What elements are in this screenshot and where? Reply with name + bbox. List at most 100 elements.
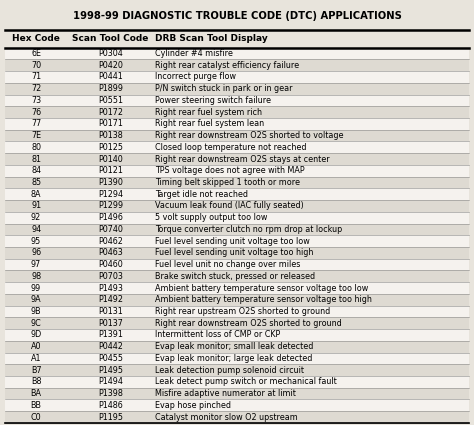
Text: 96: 96 <box>31 248 41 257</box>
Text: P1299: P1299 <box>98 201 123 210</box>
Text: P0460: P0460 <box>98 260 123 269</box>
Text: P0140: P0140 <box>98 155 123 164</box>
Text: Misfire adaptive numerator at limit: Misfire adaptive numerator at limit <box>155 389 296 398</box>
Text: Ambient battery temperature sensor voltage too high: Ambient battery temperature sensor volta… <box>155 295 372 304</box>
Bar <box>5 130 469 142</box>
Text: Target idle not reached: Target idle not reached <box>155 190 248 199</box>
Text: Closed loop temperature not reached: Closed loop temperature not reached <box>155 143 307 152</box>
Text: TPS voltage does not agree with MAP: TPS voltage does not agree with MAP <box>155 166 305 175</box>
Bar <box>5 60 469 71</box>
Text: P1493: P1493 <box>98 283 123 292</box>
Text: Fuel level sending unit voltage too low: Fuel level sending unit voltage too low <box>155 237 310 246</box>
Bar <box>5 376 469 388</box>
Bar <box>5 142 469 153</box>
Text: P1494: P1494 <box>98 377 123 386</box>
Text: Right rear downstream O2S shorted to ground: Right rear downstream O2S shorted to gro… <box>155 319 342 328</box>
Text: Power steering switch failure: Power steering switch failure <box>155 96 271 105</box>
Bar <box>5 212 469 224</box>
Text: P1391: P1391 <box>98 330 123 340</box>
Text: Incorrect purge flow: Incorrect purge flow <box>155 72 236 82</box>
Bar <box>5 247 469 259</box>
Text: 99: 99 <box>31 283 41 292</box>
Text: 72: 72 <box>31 84 41 93</box>
Text: Timing belt skipped 1 tooth or more: Timing belt skipped 1 tooth or more <box>155 178 301 187</box>
Text: Catalyst monitor slow O2 upstream: Catalyst monitor slow O2 upstream <box>155 413 298 422</box>
Text: Fuel level sending unit voltage too high: Fuel level sending unit voltage too high <box>155 248 314 257</box>
Bar <box>5 364 469 376</box>
Text: C0: C0 <box>31 413 41 422</box>
Bar <box>5 341 469 352</box>
Text: P0131: P0131 <box>98 307 123 316</box>
Text: P0137: P0137 <box>98 319 123 328</box>
Text: P0138: P0138 <box>98 131 123 140</box>
Text: A0: A0 <box>31 342 41 351</box>
Bar <box>5 165 469 177</box>
Bar <box>5 282 469 294</box>
Text: 7E: 7E <box>31 131 41 140</box>
Text: 94: 94 <box>31 225 41 234</box>
Text: Intermittent loss of CMP or CKP: Intermittent loss of CMP or CKP <box>155 330 281 340</box>
Bar <box>5 259 469 270</box>
Text: B8: B8 <box>31 377 41 386</box>
Text: 9C: 9C <box>31 319 41 328</box>
Text: P0172: P0172 <box>98 108 123 116</box>
Text: 77: 77 <box>31 119 41 128</box>
Text: Right rear catalyst efficiency failure: Right rear catalyst efficiency failure <box>155 61 300 70</box>
Text: 95: 95 <box>31 237 41 246</box>
Text: 76: 76 <box>31 108 41 116</box>
Text: P0740: P0740 <box>98 225 123 234</box>
Bar <box>5 94 469 106</box>
Bar <box>5 71 469 83</box>
Text: Fuel level unit no change over miles: Fuel level unit no change over miles <box>155 260 301 269</box>
Text: P1195: P1195 <box>98 413 123 422</box>
Text: Hex Code: Hex Code <box>12 34 60 43</box>
Bar <box>5 270 469 282</box>
Bar <box>5 411 469 423</box>
Text: Evap leak monitor; large leak detected: Evap leak monitor; large leak detected <box>155 354 313 363</box>
Bar <box>5 106 469 118</box>
Text: P1899: P1899 <box>98 84 123 93</box>
Text: P0121: P0121 <box>98 166 123 175</box>
Bar <box>5 388 469 400</box>
Text: 98: 98 <box>31 272 41 281</box>
Bar <box>5 48 469 60</box>
Bar <box>5 224 469 235</box>
Text: P0442: P0442 <box>98 342 123 351</box>
Bar <box>5 118 469 130</box>
Text: 81: 81 <box>31 155 41 164</box>
Text: 71: 71 <box>31 72 41 82</box>
Text: 9B: 9B <box>31 307 41 316</box>
Text: P/N switch stuck in park or in gear: P/N switch stuck in park or in gear <box>155 84 293 93</box>
Text: Right rear downstream O2S shorted to voltage: Right rear downstream O2S shorted to vol… <box>155 131 344 140</box>
Bar <box>5 83 469 94</box>
Text: 91: 91 <box>31 201 41 210</box>
Bar <box>5 329 469 341</box>
Bar <box>5 188 469 200</box>
Text: P0441: P0441 <box>98 72 123 82</box>
Bar <box>5 235 469 247</box>
Text: Right rear upstream O2S shorted to ground: Right rear upstream O2S shorted to groun… <box>155 307 330 316</box>
Text: P1398: P1398 <box>98 389 123 398</box>
Text: Right rear fuel system rich: Right rear fuel system rich <box>155 108 262 116</box>
Text: Leak detection pump solenoid circuit: Leak detection pump solenoid circuit <box>155 366 304 374</box>
Bar <box>5 153 469 165</box>
Text: 9D: 9D <box>30 330 42 340</box>
Text: 73: 73 <box>31 96 41 105</box>
Text: 5 volt supply output too low: 5 volt supply output too low <box>155 213 268 222</box>
Text: P1492: P1492 <box>98 295 123 304</box>
Text: P0304: P0304 <box>98 49 123 58</box>
Text: Ambient battery temperature sensor voltage too low: Ambient battery temperature sensor volta… <box>155 283 368 292</box>
Text: 1998-99 DIAGNOSTIC TROUBLE CODE (DTC) APPLICATIONS: 1998-99 DIAGNOSTIC TROUBLE CODE (DTC) AP… <box>73 11 401 21</box>
Text: Evap hose pinched: Evap hose pinched <box>155 401 231 410</box>
Text: P1486: P1486 <box>98 401 123 410</box>
Text: 80: 80 <box>31 143 41 152</box>
Text: 70: 70 <box>31 61 41 70</box>
Text: 85: 85 <box>31 178 41 187</box>
Text: Evap leak monitor; small leak detected: Evap leak monitor; small leak detected <box>155 342 314 351</box>
Text: 6E: 6E <box>31 49 41 58</box>
Text: P0463: P0463 <box>98 248 123 257</box>
Bar <box>5 317 469 329</box>
Text: P0171: P0171 <box>98 119 123 128</box>
Text: P1294: P1294 <box>98 190 123 199</box>
Text: Cylinder #4 misfire: Cylinder #4 misfire <box>155 49 233 58</box>
